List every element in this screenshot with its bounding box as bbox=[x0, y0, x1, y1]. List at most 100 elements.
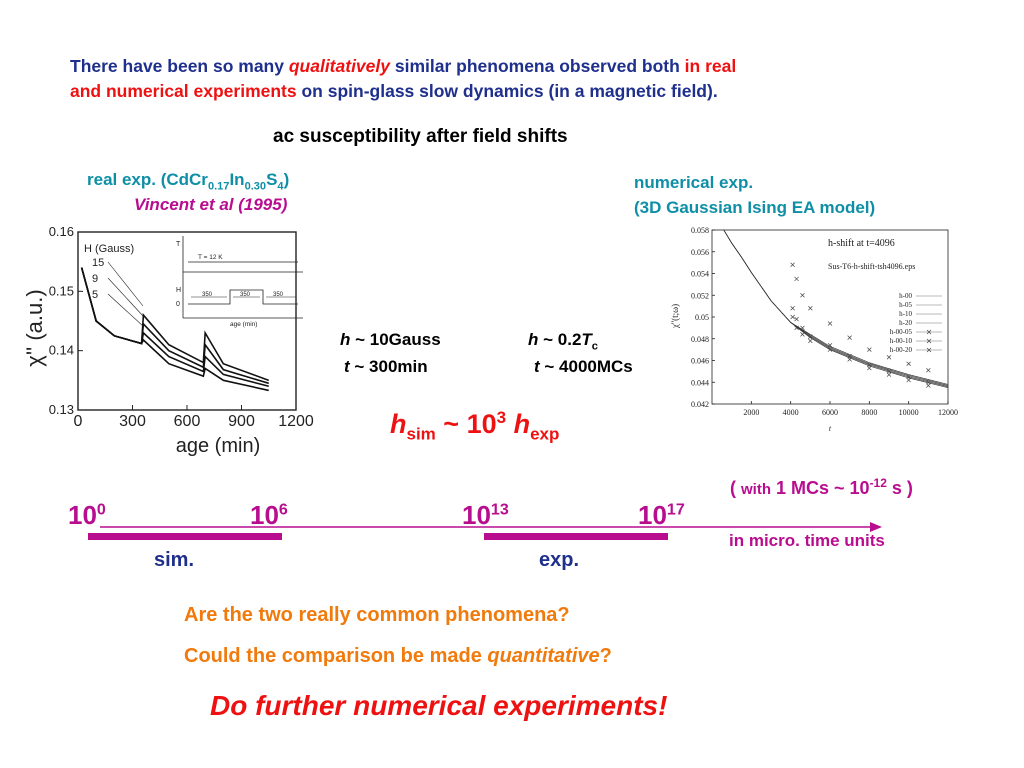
left-legend: H (Gauss) 15 9 5 bbox=[84, 243, 144, 327]
left-legend-leader bbox=[107, 277, 144, 317]
left-ytick-label: 0.16 bbox=[49, 224, 74, 239]
inset-label: age (min) bbox=[230, 321, 257, 328]
right-series-group bbox=[723, 229, 949, 389]
right-legend: h-00h-05h-10h-20h-00-05h-00-10h-00-20 bbox=[890, 292, 942, 354]
left-series-group bbox=[80, 267, 270, 392]
param-t-sim: t ~ 4000MCs bbox=[534, 357, 633, 376]
right-ytick-label: 0.046 bbox=[691, 357, 709, 366]
intro-text: There have been so many qualitatively si… bbox=[70, 54, 970, 104]
param-h-real: h ~ 10Gauss bbox=[340, 330, 441, 349]
right-series-point-h-00-20 bbox=[800, 293, 805, 298]
left-plot-frame bbox=[77, 231, 297, 411]
intro-line1-part: There have been so many bbox=[70, 56, 289, 76]
intro-qualitatively: qualitatively bbox=[288, 56, 390, 76]
right-series-point-h-00-05 bbox=[800, 332, 805, 337]
right-xlabel: t bbox=[829, 424, 832, 433]
inset-label: 0 bbox=[176, 301, 180, 308]
section-title: ac susceptibility after field shifts bbox=[273, 126, 568, 147]
inset-label: 350 bbox=[273, 292, 284, 298]
left-ytick-label: 0.15 bbox=[49, 283, 74, 298]
left-y-ticks: 0.13 0.14 0.15 0.16 bbox=[49, 224, 83, 417]
right-series-point-h-00-05 bbox=[790, 314, 795, 320]
right-ytick-label: 0.058 bbox=[691, 226, 709, 235]
right-xtick-label: 6000 bbox=[822, 408, 838, 417]
inset-label: T bbox=[176, 241, 181, 248]
intro-numerical-experiments: and numerical experiments bbox=[70, 81, 297, 101]
scale-label-1e17: 1017 bbox=[638, 500, 685, 530]
right-series-line-h-10 bbox=[723, 229, 949, 386]
right-series-point-h-00-20 bbox=[867, 347, 872, 352]
right-series-point-h-00-20 bbox=[808, 306, 813, 311]
left-legend-leader bbox=[107, 293, 144, 327]
right-series-point-h-00-05 bbox=[926, 383, 931, 388]
call-to-action: Do further numerical experiments! bbox=[210, 690, 668, 721]
right-series-point-h-00-10 bbox=[800, 325, 805, 331]
right-ytick-label: 0.048 bbox=[691, 335, 709, 344]
left-legend-label-5: 5 bbox=[92, 289, 98, 301]
numerical-exp-chart: χ''(t;ω) 0.042 0.044 0.046 0.048 0.05 0.052 0.… bbox=[670, 226, 958, 433]
right-series-point-h-00-05 bbox=[886, 372, 892, 377]
right-legend-label-h-10: h-10 bbox=[899, 310, 912, 318]
right-series-line-h-05 bbox=[723, 229, 949, 387]
left-ytick-label: 0.13 bbox=[49, 402, 74, 417]
numerical-exp-line2: (3D Gaussian Ising EA model) bbox=[634, 198, 876, 217]
right-ytick-label: 0.05 bbox=[695, 313, 709, 322]
right-series-point-h-00-20 bbox=[827, 321, 833, 326]
intro-line2-part: on spin-glass slow dynamics (in a magnet… bbox=[296, 81, 718, 101]
right-legend-label-h-05: h-05 bbox=[899, 301, 912, 309]
right-ytick-label: 0.054 bbox=[691, 270, 709, 279]
right-series-point-h-00-10 bbox=[827, 343, 833, 348]
right-x-ticks: 2000 4000 6000 8000 10000 12000 bbox=[743, 401, 958, 417]
left-xtick-label: 0 bbox=[74, 413, 83, 430]
right-legend-label-h-00-10: h-00-10 bbox=[890, 337, 913, 345]
right-series-point-h-00-20 bbox=[847, 335, 852, 340]
real-exp-label: real exp. (CdCr0.17In0.30S4) bbox=[87, 170, 290, 193]
right-series-point-h-00-10 bbox=[906, 374, 911, 380]
left-legend-leader bbox=[107, 261, 144, 307]
right-ytick-label: 0.052 bbox=[691, 291, 709, 300]
exp-label: exp. bbox=[539, 549, 580, 571]
right-chart-title: h-shift at t=4096 bbox=[828, 238, 895, 249]
inset-label: 350 bbox=[202, 292, 213, 298]
right-ytick-label: 0.056 bbox=[691, 248, 709, 257]
sim-range-bar bbox=[88, 533, 282, 540]
right-legend-marker bbox=[926, 338, 932, 344]
right-series-point-h-00-10 bbox=[867, 362, 872, 368]
param-h-sim: h ~ 0.2Tc bbox=[528, 330, 598, 353]
left-inset: T T = 12 K H 0 350 350 350 age (min) bbox=[176, 236, 303, 328]
left-xlabel: age (min) bbox=[176, 435, 260, 457]
right-legend-label-h-00-20: h-00-20 bbox=[890, 346, 913, 354]
right-series-point-h-00-10 bbox=[926, 380, 931, 385]
right-ytick-label: 0.044 bbox=[691, 378, 709, 387]
right-xtick-label: 2000 bbox=[743, 408, 759, 417]
left-ytick-label: 0.14 bbox=[49, 343, 74, 358]
question-1: Are the two really common phenomena? bbox=[184, 604, 570, 626]
right-legend-label-h-20: h-20 bbox=[899, 319, 912, 327]
right-series-point-h-00-20 bbox=[794, 276, 799, 282]
right-series-point-h-00-05 bbox=[794, 325, 799, 331]
left-xtick-label: 900 bbox=[228, 413, 255, 430]
param-t-real: t ~ 300min bbox=[344, 357, 428, 376]
right-series-point-h-00-20 bbox=[906, 361, 911, 367]
right-series-line-h-20 bbox=[723, 229, 949, 385]
inset-label: T = 12 K bbox=[198, 254, 223, 261]
right-series-point-h-00-10 bbox=[847, 353, 852, 359]
h-relation: hsim ~ 103 hexp bbox=[390, 408, 560, 444]
right-ytick-label: 0.042 bbox=[691, 400, 709, 409]
right-xtick-label: 4000 bbox=[783, 408, 799, 417]
right-series-point-h-00-10 bbox=[886, 369, 892, 374]
left-xtick-label: 1200 bbox=[278, 413, 314, 430]
scale-label-1e13: 1013 bbox=[462, 500, 509, 530]
right-ylabel: χ''(t;ω) bbox=[670, 304, 680, 329]
right-series-point-h-00-05 bbox=[827, 347, 833, 352]
right-xtick-label: 12000 bbox=[938, 408, 958, 417]
left-legend-title: H (Gauss) bbox=[84, 243, 134, 255]
right-chart-subtitle: Sus-T6-h-shift-tsh4096.eps bbox=[828, 262, 915, 271]
scale-label-1e6: 106 bbox=[250, 500, 288, 530]
right-xtick-label: 10000 bbox=[899, 408, 919, 417]
left-ylabel: χ'' (a.u.) bbox=[22, 289, 47, 366]
left-xtick-label: 300 bbox=[119, 413, 146, 430]
right-series-point-h-00-20 bbox=[886, 354, 892, 360]
right-series-point-h-00-05 bbox=[867, 365, 872, 371]
right-legend-label-h-00-05: h-00-05 bbox=[890, 328, 913, 336]
